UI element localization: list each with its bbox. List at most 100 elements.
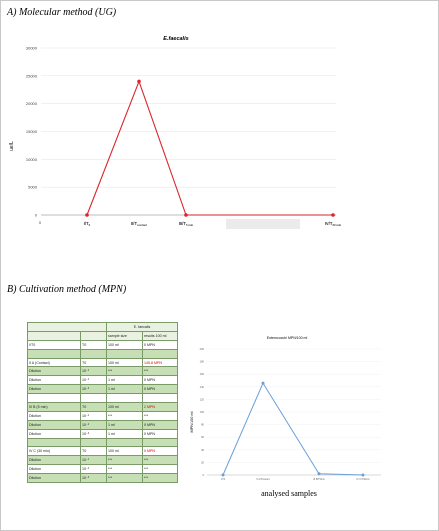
table-cell: 10⁻³ [80,384,107,395]
table-cell: Dilution [27,410,81,421]
table-cell: 1 ml [106,375,143,386]
molecular-chart: E.faecalis ue/L 0 5000 10000 15000 20000 2500… [3,26,435,240]
table-cell: T0 [80,357,107,368]
chart-c-ytick-label: 20 [201,460,204,464]
chart-a-ytick-label: 10000 [26,157,38,162]
table-cell: 0 MPN [142,428,178,439]
table-cell: 10⁻² [80,375,107,386]
chart-a-label-box [226,219,300,229]
table-title: E. faecalis [106,322,178,332]
table-cell: Dilution [27,375,81,386]
table-cell: *** [142,366,178,377]
table-cell: *** [106,366,143,377]
chart-a-ytick-label: 0 [35,213,38,218]
chart-a-data-point [85,213,89,217]
table-cell: 0 MPN [142,419,178,430]
table-header-cell: sample size [106,330,143,341]
chart-a-xtick-label: II/Tcontact [131,221,147,227]
chart-c-title: Enterococchi MPN/100 ml [267,336,308,340]
table-cell: 0 MPN [142,446,178,457]
mpn-chart: Enterococchi MPN/100 ml MPN/100 ml analy… [187,322,387,507]
table-cell: Dilution [27,384,81,395]
table-cell [80,348,107,359]
chart-c-background [187,322,387,507]
mpn-table: E. faecalis sample size results 100 ml I/T0… [27,322,178,484]
table-cell [27,348,81,359]
table-cell: Dilution [27,464,81,475]
chart-c-data-point [317,472,321,476]
chart-c-data-point [361,473,365,477]
chart-a-x-origin-label: 0 [39,220,42,225]
chart-a-data-point [184,213,188,217]
chart-a-xtick-label: IV/T30 min [325,221,342,227]
table-cell: III B (5 min) [27,402,81,412]
table-row: II A (Contact) T0 100 ml 145,8 MPN [27,357,178,368]
table-cell [142,348,178,359]
chart-c-xtick-label: IV C/T30min [356,478,370,481]
table-cell [142,393,178,404]
section-b-title: B) Cultivation method (MPN) [7,284,127,295]
chart-c-ytick-label: 80 [201,423,204,427]
chart-a-xtick-label: III/T5 min [179,221,194,227]
chart-a-ytick-label: 5000 [28,185,38,190]
table-cell [27,393,81,404]
chart-c-xlabel: analysed samples [261,489,317,498]
table-cell: 0 MPN [142,375,178,386]
chart-c-ytick-label: 100 [200,410,205,414]
table-row: Dilution 10⁻³ 1 ml 0 MPN [27,428,178,439]
chart-a-series-line [86,79,333,216]
chart-c-series-line [222,382,364,476]
table-cell: 1 ml [106,419,143,430]
chart-c-ytick-label: 200 [200,347,205,351]
chart-a-ylabel: ue/L [9,141,15,151]
table-cell: *** [106,455,143,466]
chart-a-ytick-label: 15000 [26,129,38,134]
table-row: III B (5 min) T0 100 ml 2 MPN [27,402,178,412]
table-cell: IV C (30 min) [27,446,81,457]
table-row [27,348,178,359]
table-cell: 0 MPN [142,339,178,350]
table-cell: 10⁻¹ [80,455,107,466]
chart-a-data-point [137,79,141,84]
table-cell: 100 ml [106,446,143,457]
chart-c-xtick-label: I/T0 [221,478,226,481]
table-cell: *** [142,455,178,466]
table-row: Dilution 10⁻³ 1 ml 0 MPN [27,384,178,395]
chart-c-ytick-label: 160 [200,372,205,376]
chart-a-ytick-label: 30000 [26,46,38,51]
table-row: Dilution 10⁻³ *** *** [27,473,178,484]
table-cell: T0 [80,402,107,412]
chart-a-data-point [331,213,335,217]
table-row [27,437,178,448]
table-row: Dilution 10⁻¹ *** *** [27,410,178,421]
table-cell [80,437,107,448]
table-cell: 100 ml [106,339,143,350]
table-header-row: sample size results 100 ml [27,330,178,341]
table-cell: 145,8 MPN [142,357,178,368]
table-cell [80,393,107,404]
table-cell: 1 ml [106,428,143,439]
chart-c-xtick-label: II A/Tcontact [256,478,269,481]
table-cell: 100 ml [106,357,143,368]
table-row: I/T0 T0 100 ml 0 MPN [27,339,178,350]
chart-c-ytick-label: 0 [203,473,205,477]
chart-c-xtick-label: III B/T5min [313,478,325,481]
table-cell [106,437,143,448]
table-row: IV C (30 min) T0 100 ml 0 MPN [27,446,178,457]
table-row: Dilution 10⁻² *** *** [27,464,178,475]
table-cell: 100 ml [106,402,143,412]
chart-c-ytick-label: 140 [200,385,205,389]
table-cell: *** [142,410,178,421]
chart-c-ylabel: MPN/100 ml [190,411,194,432]
table-row: Dilution 10⁻¹ *** *** [27,455,178,466]
chart-c-data-point [261,381,265,385]
table-cell [106,348,143,359]
table-cell: 10⁻² [80,464,107,475]
table-cell: *** [106,410,143,421]
table-header-cell [27,330,81,341]
table-cell: 0 MPN [142,384,178,395]
chart-c-ytick-label: 60 [201,435,204,439]
table-cell: 2 MPN [142,402,178,412]
table-cell: II A (Contact) [27,357,81,368]
table-cell: *** [142,473,178,484]
